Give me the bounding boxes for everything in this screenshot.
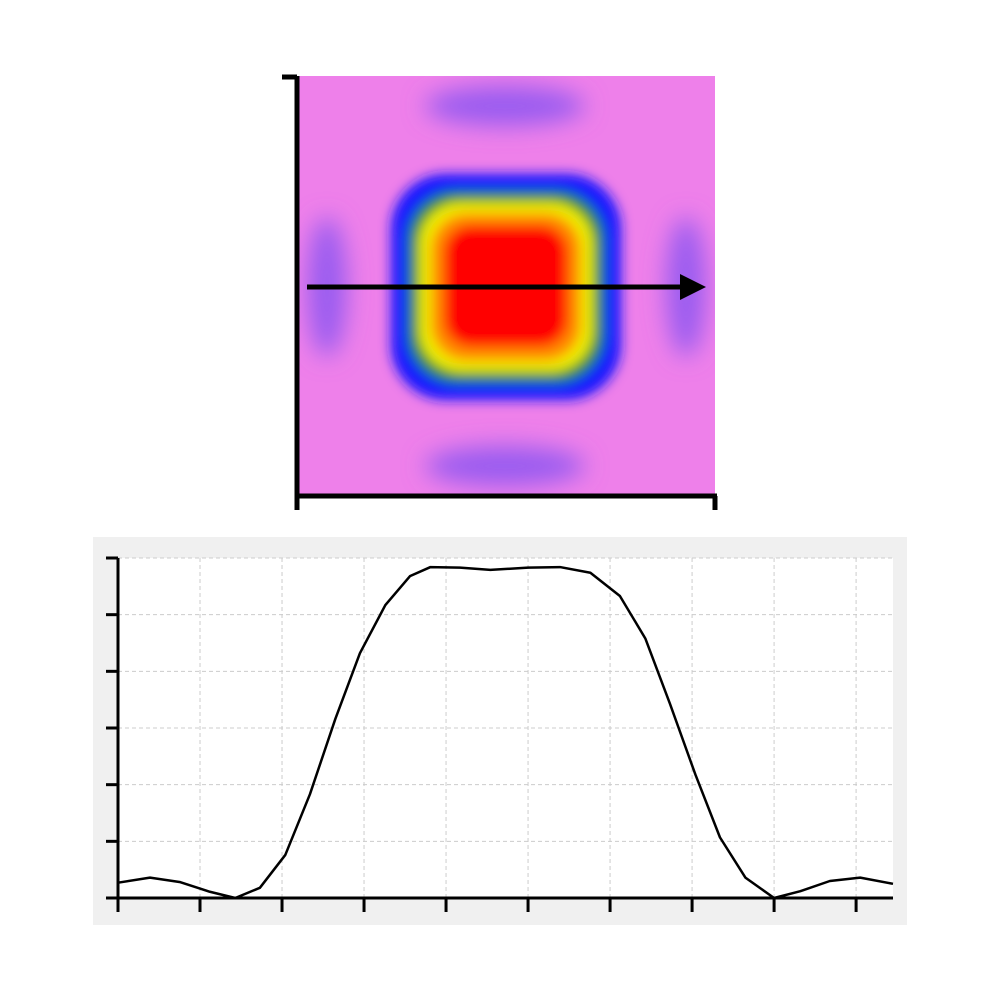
- line-chart: [106, 556, 894, 912]
- heatmap-axes: [282, 74, 718, 510]
- profile-line: [117, 565, 894, 900]
- profile-arrow: [307, 274, 706, 300]
- heatmap: [297, 76, 715, 495]
